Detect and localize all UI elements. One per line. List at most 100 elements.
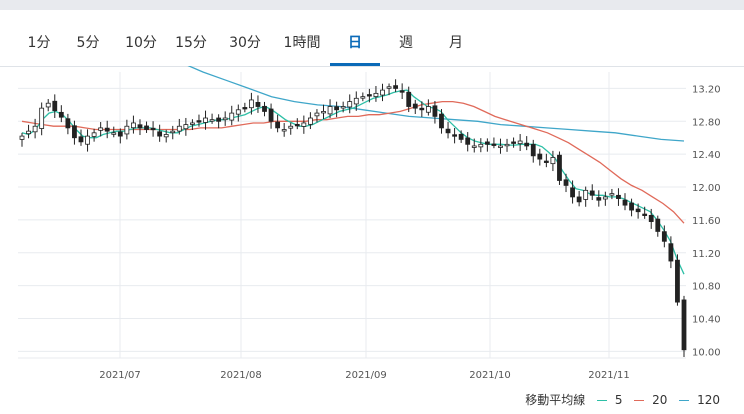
candle bbox=[530, 139, 536, 163]
candle bbox=[190, 119, 195, 131]
x-tick-label: 2021/10 bbox=[469, 370, 511, 381]
candle-body bbox=[458, 133, 464, 140]
tab-monthly[interactable]: 月 bbox=[449, 35, 463, 51]
legend-title: 移動平均線 bbox=[525, 393, 586, 407]
ma20-line bbox=[21, 100, 685, 224]
candle-body bbox=[530, 144, 536, 157]
candle-body bbox=[471, 145, 477, 148]
candle-body bbox=[491, 143, 497, 146]
candle bbox=[268, 103, 274, 129]
candle-body bbox=[648, 214, 654, 222]
y-tick-label: 13.20 bbox=[692, 84, 721, 95]
candle bbox=[445, 121, 451, 139]
candle-body bbox=[150, 127, 156, 131]
candle-body bbox=[321, 111, 326, 114]
candle-body bbox=[26, 130, 31, 135]
candle bbox=[439, 109, 444, 134]
candle-body bbox=[52, 100, 58, 112]
candle-body bbox=[399, 90, 405, 93]
candle-body bbox=[524, 142, 530, 147]
candle bbox=[609, 188, 615, 200]
candle bbox=[596, 190, 602, 207]
x-axis-labels: 2021/07 2021/08 2021/09 2021/10 2021/11 bbox=[99, 370, 630, 381]
candle bbox=[629, 198, 634, 217]
candle bbox=[209, 113, 215, 124]
candle-body bbox=[216, 117, 222, 122]
candle-body bbox=[550, 157, 556, 165]
candle-body bbox=[262, 105, 267, 112]
candle bbox=[203, 110, 208, 130]
ma120-line-icon bbox=[679, 400, 690, 401]
candle-body bbox=[98, 127, 104, 131]
candle bbox=[675, 254, 680, 306]
candle bbox=[543, 153, 549, 168]
tab-10min[interactable]: 10分 bbox=[125, 35, 157, 51]
candle bbox=[170, 125, 176, 140]
candle-body bbox=[249, 99, 254, 109]
tab-5min[interactable]: 5分 bbox=[76, 35, 100, 51]
candle-body bbox=[85, 135, 90, 145]
candle bbox=[504, 138, 510, 152]
price-chart[interactable]: 13.20 12.80 12.40 12.00 11.60 11.20 10.80 10.40… bbox=[0, 66, 744, 414]
candle-body bbox=[137, 124, 143, 129]
candle bbox=[176, 118, 182, 135]
candle bbox=[524, 136, 530, 151]
tab-1hour[interactable]: 1時間 bbox=[283, 35, 321, 51]
candle-body bbox=[347, 101, 353, 108]
candle bbox=[366, 88, 372, 103]
candle bbox=[393, 79, 399, 93]
tab-1min[interactable]: 1分 bbox=[27, 35, 51, 51]
candle-body bbox=[144, 125, 149, 130]
candle-body bbox=[681, 299, 687, 351]
candle-body bbox=[19, 135, 25, 140]
candle bbox=[465, 132, 471, 152]
candle-body bbox=[543, 160, 549, 163]
candle-body bbox=[583, 189, 589, 200]
candle bbox=[399, 83, 405, 99]
candle-body bbox=[78, 136, 84, 143]
candle bbox=[157, 124, 163, 142]
candle-body bbox=[511, 141, 516, 144]
candle-body bbox=[163, 134, 169, 138]
y-tick-label: 10.00 bbox=[692, 347, 721, 358]
y-tick-label: 11.20 bbox=[692, 249, 721, 260]
candle-body bbox=[616, 194, 621, 199]
candle bbox=[589, 184, 595, 201]
candle bbox=[137, 119, 143, 136]
candle-body bbox=[170, 130, 176, 134]
x-tick-label: 2021/07 bbox=[99, 370, 141, 381]
candle bbox=[648, 208, 654, 229]
candle bbox=[471, 138, 477, 153]
candle bbox=[681, 295, 687, 358]
candle bbox=[655, 215, 661, 237]
candle-body bbox=[229, 112, 235, 121]
candle-body bbox=[176, 125, 182, 132]
candle-body bbox=[465, 137, 471, 145]
candle bbox=[347, 94, 353, 114]
candle bbox=[478, 138, 484, 153]
candle bbox=[85, 129, 90, 152]
candle-body bbox=[72, 125, 77, 139]
candle-body bbox=[242, 107, 248, 110]
candle-body bbox=[340, 106, 346, 109]
candle-body bbox=[668, 243, 674, 262]
candle bbox=[32, 118, 38, 139]
candle bbox=[235, 104, 241, 122]
candle-body bbox=[642, 213, 648, 216]
tab-30min[interactable]: 30分 bbox=[229, 35, 261, 51]
candle bbox=[616, 188, 621, 206]
tab-15min[interactable]: 15分 bbox=[175, 35, 207, 51]
candle-body bbox=[268, 108, 274, 122]
candle bbox=[557, 151, 562, 185]
candle bbox=[517, 134, 523, 151]
candle-body bbox=[288, 125, 294, 129]
candle-body bbox=[635, 208, 641, 213]
tab-daily[interactable]: 日 bbox=[330, 22, 380, 66]
candle bbox=[563, 173, 569, 193]
candle bbox=[65, 113, 71, 135]
candle bbox=[255, 95, 261, 113]
tab-weekly[interactable]: 週 bbox=[399, 35, 413, 51]
candle bbox=[432, 100, 438, 124]
candle-body bbox=[380, 89, 385, 96]
candle bbox=[491, 137, 497, 149]
